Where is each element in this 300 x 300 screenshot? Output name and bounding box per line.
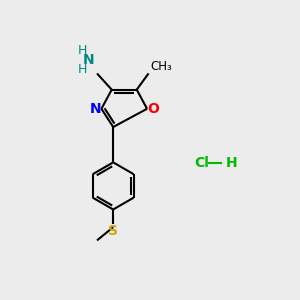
Text: N: N <box>90 102 101 116</box>
Text: CH₃: CH₃ <box>150 60 172 73</box>
Text: N: N <box>83 53 95 67</box>
Text: Cl: Cl <box>194 156 209 170</box>
Text: S: S <box>108 224 118 238</box>
Text: H: H <box>226 156 238 170</box>
Text: H: H <box>78 44 88 57</box>
Text: O: O <box>147 102 159 116</box>
Text: H: H <box>78 63 88 76</box>
